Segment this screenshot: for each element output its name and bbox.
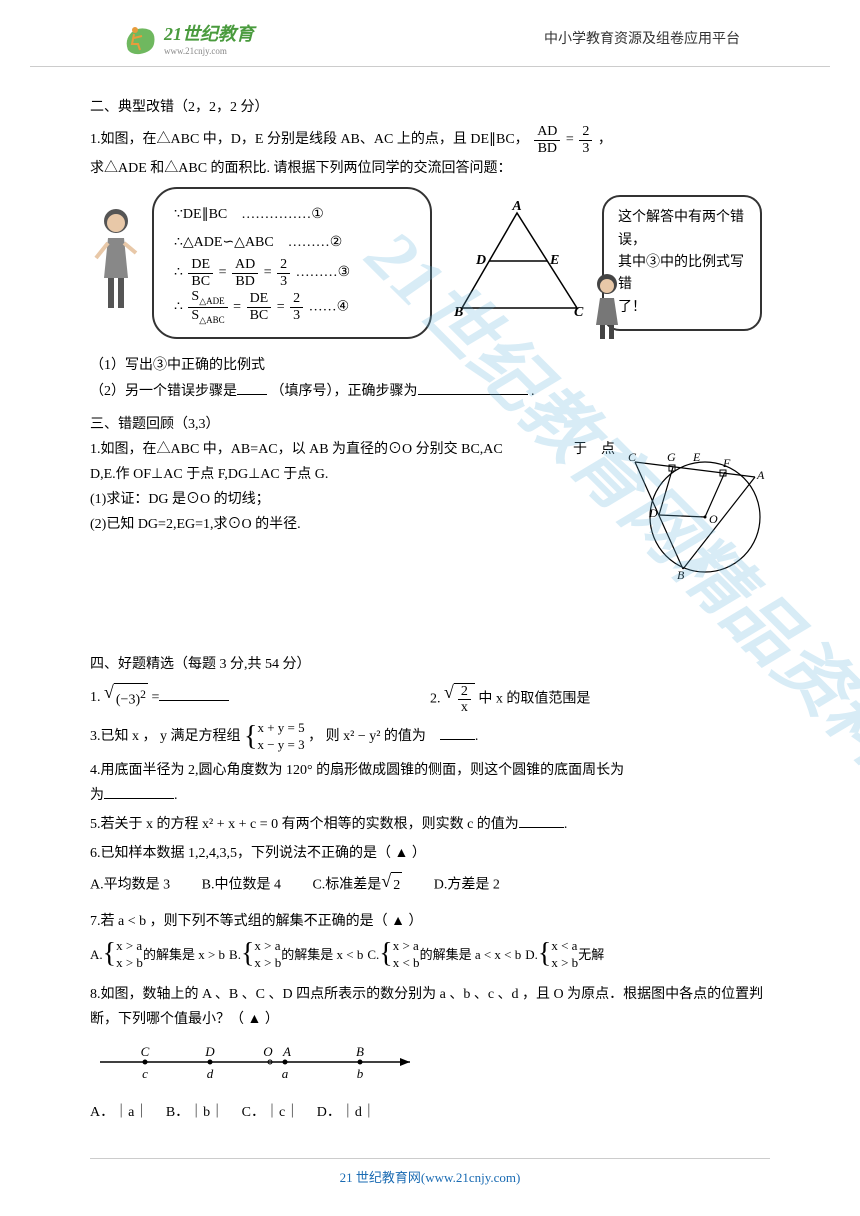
s4-q5: 5.若关于 x 的方程 x² + x + c = 0 有两个相等的实数根，则实数… (90, 812, 770, 837)
triangle-diagram: A B C D E (442, 198, 592, 328)
logo: 21世纪教育 www.21cnjy.com (120, 20, 254, 56)
s3-q1-s1: (1)求证：DG 是⊙O 的切线； (90, 487, 615, 512)
q1-line2: 求△ADE 和△ABC 的面积比. 请根据下列两位同学的交流回答问题： (90, 156, 770, 181)
section2-title: 二、典型改错（2，2，2 分） (90, 95, 770, 120)
s4-q7-options: A.{x > ax > b的解集是 x > b B.{x > ax > b的解集… (90, 938, 770, 972)
svg-text:F: F (722, 456, 731, 470)
svg-text:C: C (141, 1044, 150, 1059)
page-content: 二、典型改错（2，2，2 分） 1.如图，在△ABC 中，D，E 分别是线段 A… (0, 67, 860, 1135)
section4-title: 四、好题精选（每题 3 分,共 54 分） (90, 652, 770, 677)
comment-l2: 其中③中的比例式写错 (618, 252, 746, 297)
svg-text:A: A (511, 199, 521, 214)
svg-text:a: a (282, 1066, 289, 1081)
frac-num: AD (534, 124, 560, 140)
solution-line1: ∵DE∥BC ……………① (174, 201, 410, 229)
svg-text:d: d (207, 1066, 214, 1081)
solution-line2: ∴△ADE∽△ABC ………② (174, 229, 410, 257)
s4-q6: 6.已知样本数据 1,2,4,3,5，下列说法不正确的是（ ▲ ） (90, 841, 770, 866)
s4-q2: 2. √2x 中 x 的取值范围是 (430, 683, 770, 716)
svg-text:c: c (142, 1066, 148, 1081)
s4-q8: 8.如图，数轴上的 A 、B 、C 、D 四点所表示的数分别为 a 、b 、c … (90, 982, 770, 1032)
svg-text:G: G (667, 450, 676, 464)
solution-box: ∵DE∥BC ……………① ∴△ADE∽△ABC ………② ∴ DEBC = A… (152, 187, 432, 339)
svg-text:O: O (263, 1044, 273, 1059)
section2-sub2: （2）另一个错误步骤是 （填序号），正确步骤为 . (90, 379, 770, 404)
s4-q6-options: A.平均数是 3 B.中位数是 4 C.标准差是√2 D.方差是 2 (90, 872, 770, 898)
solution-line4: ∴ S△ADES△ABC = DEBC = 23 ……④ (174, 289, 410, 325)
cartoon-girl2-icon (582, 270, 632, 340)
s4-q4b: 为. (90, 783, 770, 808)
section2-q1: 1.如图，在△ABC 中，D，E 分别是线段 AB、AC 上的点，且 DE∥BC… (90, 124, 770, 156)
page-footer: 21 世纪教育网(www.21cnjy.com) (90, 1158, 770, 1186)
svg-text:D: D (648, 506, 658, 520)
svg-text:B: B (677, 568, 685, 582)
logo-sub-text: www.21cnjy.com (164, 46, 254, 56)
comma: ， (598, 132, 612, 147)
comment-l3: 了！ (618, 297, 746, 319)
svg-text:E: E (549, 253, 559, 268)
section2-sub1: （1）写出③中正确的比例式 (90, 353, 770, 378)
frac-den: 3 (579, 141, 592, 156)
page-header: 21世纪教育 www.21cnjy.com 中小学教育资源及组卷应用平台 (30, 0, 830, 67)
s3-q1-l2: D,E.作 OF⊥AC 于点 F,DG⊥AC 于点 G. (90, 462, 615, 487)
svg-text:A: A (282, 1044, 291, 1059)
section3-title: 三、错题回顾（3,3） (90, 412, 770, 437)
s4-q4: 4.用底面半径为 2,圆心角度数为 120° 的扇形做成圆锥的侧面，则这个圆锥的… (90, 758, 770, 783)
header-right-text: 中小学教育资源及组卷应用平台 (544, 28, 740, 48)
s4-q7: 7.若 a < b ，则下列不等式组的解集不正确的是（ ▲ ） (90, 909, 770, 934)
frac-den: BD (535, 141, 560, 156)
solution-line3: ∴ DEBC = ADBD = 23 ………③ (174, 257, 410, 289)
q1-text: 1.如图，在△ABC 中，D，E 分别是线段 AB、AC 上的点，且 DE∥BC… (90, 132, 529, 147)
svg-text:O: O (709, 512, 718, 526)
cartoon-girl-icon (90, 203, 142, 323)
s4-q3: 3.已知 x ， y 满足方程组 {x + y = 5x − y = 3 ， 则… (90, 720, 770, 754)
s3-q1-s2: (2)已知 DG=2,EG=1,求⊙O 的半径. (90, 512, 615, 537)
s4-q8-options: A．｜a｜ B．｜b｜ C．｜c｜ D．｜d｜ (90, 1100, 770, 1125)
svg-text:D: D (204, 1044, 215, 1059)
circle-diagram: A B C D E F G O (625, 437, 770, 582)
s4-q1: 1. √(−3)2 = (90, 683, 430, 716)
logo-icon (120, 20, 160, 56)
s3-q1-l1: 1.如图，在△ABC 中，AB=AC，以 AB 为直径的⊙O 分别交 BC,AC… (90, 437, 615, 462)
svg-text:b: b (357, 1066, 364, 1081)
svg-text:D: D (475, 253, 486, 268)
numberline-diagram: C c D d O A a B b (90, 1040, 430, 1085)
comment-l1: 这个解答中有两个错误， (618, 207, 746, 252)
svg-text:B: B (356, 1044, 364, 1059)
svg-text:B: B (453, 305, 463, 320)
logo-main-text: 21世纪教育 (164, 20, 254, 46)
svg-text:E: E (692, 450, 701, 464)
frac-num: 2 (579, 124, 592, 140)
svg-text:A: A (756, 468, 765, 482)
svg-text:C: C (628, 450, 637, 464)
